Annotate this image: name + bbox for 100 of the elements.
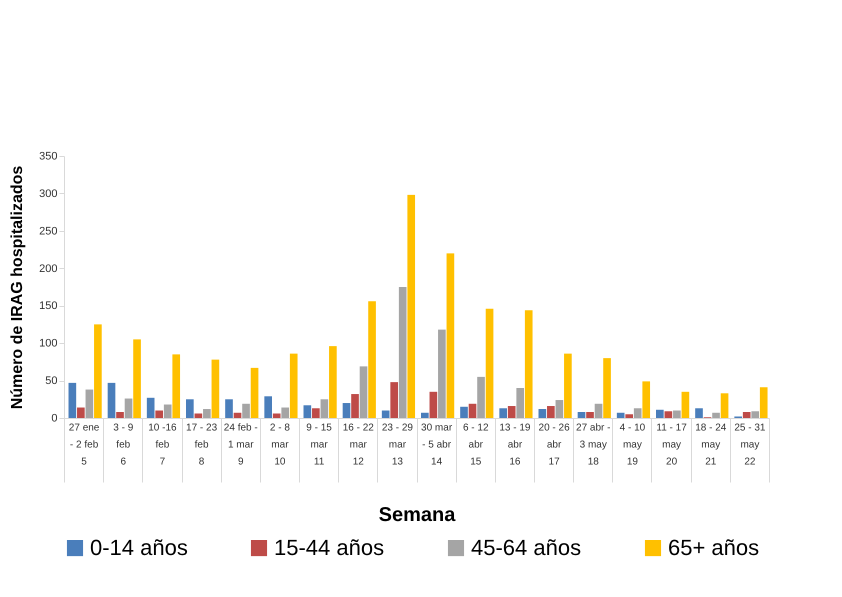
- bar: [712, 412, 720, 418]
- bar: [564, 354, 572, 418]
- x-tick-label: 3 - 9 feb 6: [113, 422, 134, 468]
- legend-label: 45-64 años: [471, 535, 582, 560]
- bar: [203, 409, 211, 418]
- bar: [351, 394, 359, 418]
- y-tick-label: 300: [39, 188, 58, 200]
- x-tick-label: 4 - 10 may 19: [620, 422, 646, 468]
- bar: [538, 409, 546, 418]
- bar: [499, 408, 508, 418]
- bar: [382, 410, 390, 418]
- x-tick-label: 18 - 24 may 21: [695, 422, 727, 468]
- bar: [468, 404, 476, 418]
- x-tick-label: 16 - 22 mar 12: [342, 422, 374, 468]
- bar: [77, 408, 85, 418]
- bar: [146, 398, 155, 418]
- bar: [656, 410, 664, 418]
- x-tick-label: 20 - 26 abr 17: [538, 422, 570, 468]
- x-tick-label: 10 -16 feb 7: [148, 422, 178, 468]
- bar: [664, 411, 672, 418]
- bar: [508, 406, 516, 418]
- bar: [438, 330, 446, 418]
- bar: [742, 412, 751, 418]
- bar: [68, 382, 76, 418]
- bar: [594, 404, 602, 418]
- bar: [108, 382, 116, 418]
- legend-label: 0-14 años: [90, 535, 188, 560]
- y-tick-label: 150: [39, 300, 58, 312]
- bar: [116, 412, 124, 418]
- x-tick-label: 27 ene - 2 feb 5: [68, 422, 100, 468]
- bar: [760, 387, 768, 418]
- bar: [421, 412, 429, 418]
- bar: [460, 406, 468, 418]
- x-tick-label: 23 - 29 mar 13: [382, 422, 414, 468]
- bar: [695, 408, 703, 418]
- bar: [390, 382, 398, 418]
- x-tick-label: 30 mar - 5 abr 14: [421, 422, 453, 468]
- bar: [155, 410, 164, 418]
- y-tick-label: 100: [39, 338, 58, 350]
- bar: [720, 393, 728, 418]
- bar: [133, 339, 141, 418]
- bar: [516, 388, 524, 418]
- x-axis-title: Semana: [378, 504, 456, 526]
- bar: [486, 308, 494, 418]
- bar: [556, 400, 564, 418]
- bar: [578, 412, 586, 418]
- bar: [242, 404, 250, 418]
- bar: [642, 381, 650, 418]
- bar: [625, 414, 634, 418]
- bar: [616, 412, 625, 418]
- x-tick-label: 11 - 17 may 20: [656, 422, 688, 468]
- y-tick-label: 50: [45, 375, 58, 388]
- bar: [86, 390, 94, 418]
- bar: [547, 406, 555, 418]
- bar: [446, 253, 454, 418]
- bar: [172, 354, 180, 418]
- x-tick-label: 17 - 23 feb 8: [186, 422, 218, 468]
- y-tick-label: 250: [39, 225, 58, 238]
- bar: [234, 412, 242, 418]
- x-tick-label: 9 - 15 mar 11: [306, 422, 332, 468]
- bar: [281, 408, 290, 418]
- bar: [603, 358, 611, 418]
- bar: [634, 408, 642, 418]
- bar: [164, 404, 172, 418]
- bar: [194, 414, 202, 418]
- bar: [368, 301, 376, 418]
- bar: [272, 414, 281, 418]
- legend-label: 15-44 años: [274, 535, 384, 560]
- bar: [304, 405, 312, 418]
- x-tick-label: 27 abr - 3 may 18: [576, 422, 610, 468]
- bar: [329, 346, 337, 418]
- x-tick-label: 6 - 12 abr 15: [462, 422, 489, 468]
- bar: [264, 396, 272, 418]
- bar: [186, 399, 194, 418]
- bar: [586, 412, 594, 418]
- y-tick-label: 0: [51, 412, 58, 424]
- y-tick-label: 200: [39, 262, 58, 275]
- y-axis-title: Número de IRAG hospitalizados: [9, 166, 26, 410]
- bar: [312, 408, 320, 418]
- bar: [673, 410, 681, 418]
- bar: [524, 310, 533, 418]
- x-tick-label: 2 - 8 mar 10: [270, 422, 290, 468]
- bar: [342, 403, 350, 418]
- bar: [250, 368, 258, 418]
- y-tick-label: 350: [39, 150, 58, 162]
- bar: [407, 194, 416, 418]
- bar: [225, 399, 233, 418]
- x-tick-label: 13 - 19 abr 16: [499, 422, 531, 468]
- x-tick-label: 24 feb - 1 mar 9: [224, 422, 258, 468]
- bar: [360, 366, 368, 418]
- bar: [398, 287, 407, 418]
- bar: [212, 360, 220, 418]
- bar: [430, 392, 438, 418]
- bar: [477, 376, 485, 418]
- legend-label: 65+ años: [668, 535, 760, 560]
- bar: [290, 354, 298, 418]
- bar: [124, 398, 132, 418]
- bar: [751, 411, 760, 418]
- bar: [682, 392, 690, 418]
- bar: [320, 399, 328, 418]
